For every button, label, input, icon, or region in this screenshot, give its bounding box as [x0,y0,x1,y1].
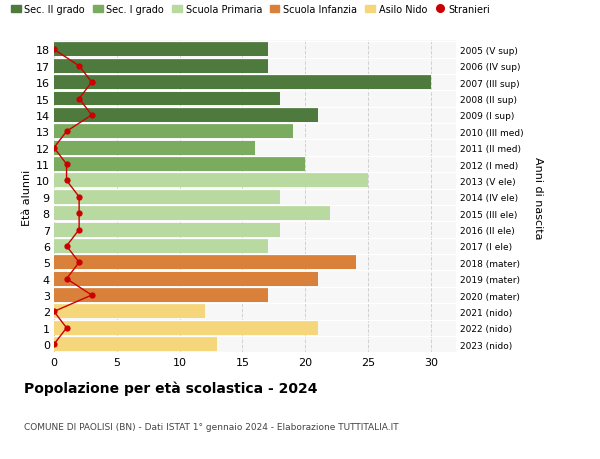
Text: COMUNE DI PAOLISI (BN) - Dati ISTAT 1° gennaio 2024 - Elaborazione TUTTITALIA.IT: COMUNE DI PAOLISI (BN) - Dati ISTAT 1° g… [24,422,398,431]
Legend: Sec. II grado, Sec. I grado, Scuola Primaria, Scuola Infanzia, Asilo Nido, Stran: Sec. II grado, Sec. I grado, Scuola Prim… [11,5,490,15]
Bar [54,43,268,57]
Bar [54,141,255,155]
Bar [54,337,217,352]
Bar [54,190,280,204]
Bar [54,288,268,302]
Bar [54,158,305,172]
Bar [54,240,268,253]
Bar [54,125,293,139]
Bar [54,109,318,123]
Bar [54,60,268,73]
Bar [54,272,318,286]
Bar [54,321,318,335]
Bar [54,223,280,237]
Bar [54,92,280,106]
Y-axis label: Età alunni: Età alunni [22,169,32,225]
Y-axis label: Anni di nascita: Anni di nascita [533,156,543,239]
Bar [54,76,431,90]
Text: Popolazione per età scolastica - 2024: Popolazione per età scolastica - 2024 [24,381,317,396]
Bar [54,207,331,221]
Bar [54,174,368,188]
Bar [54,256,355,270]
Bar [54,305,205,319]
